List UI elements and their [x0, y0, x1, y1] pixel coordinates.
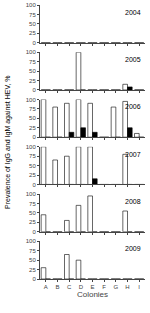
svg-text:75: 75	[29, 106, 36, 112]
svg-text:2006: 2006	[125, 103, 141, 110]
svg-text:0: 0	[32, 87, 36, 93]
svg-text:50: 50	[29, 210, 36, 216]
svg-text:0: 0	[32, 134, 36, 140]
svg-text:E: E	[90, 284, 94, 290]
svg-text:75: 75	[29, 153, 36, 159]
svg-text:2007: 2007	[125, 151, 141, 158]
svg-text:H: H	[125, 284, 129, 290]
svg-text:25: 25	[29, 78, 36, 84]
svg-text:100: 100	[26, 191, 37, 197]
svg-text:25: 25	[29, 267, 36, 273]
svg-text:0: 0	[32, 182, 36, 188]
svg-text:D: D	[79, 284, 84, 290]
svg-text:B: B	[55, 284, 59, 290]
svg-text:G: G	[113, 284, 118, 290]
svg-text:25: 25	[29, 172, 36, 178]
svg-text:2009: 2009	[125, 245, 141, 252]
svg-text:2005: 2005	[125, 56, 141, 63]
svg-text:I: I	[138, 284, 140, 290]
svg-text:50: 50	[29, 115, 36, 121]
svg-text:75: 75	[29, 12, 36, 18]
svg-text:50: 50	[29, 68, 36, 74]
svg-text:Colonies: Colonies	[77, 290, 108, 299]
svg-text:2004: 2004	[125, 9, 141, 16]
svg-text:0: 0	[32, 229, 36, 235]
svg-text:100: 100	[26, 238, 37, 244]
svg-text:25: 25	[29, 125, 36, 131]
svg-text:0: 0	[32, 276, 36, 282]
svg-text:100: 100	[26, 97, 37, 103]
svg-text:C: C	[67, 284, 72, 290]
svg-text:25: 25	[29, 30, 36, 36]
svg-text:A: A	[44, 284, 48, 290]
svg-text:F: F	[102, 284, 106, 290]
svg-text:75: 75	[29, 59, 36, 65]
svg-text:75: 75	[29, 248, 36, 254]
svg-text:75: 75	[29, 201, 36, 207]
svg-text:0: 0	[32, 40, 36, 46]
svg-text:25: 25	[29, 219, 36, 225]
svg-text:50: 50	[29, 163, 36, 169]
svg-text:100: 100	[26, 144, 37, 150]
svg-text:100: 100	[26, 2, 37, 8]
svg-text:2008: 2008	[125, 198, 141, 205]
svg-text:50: 50	[29, 21, 36, 27]
svg-text:100: 100	[26, 49, 37, 55]
svg-text:Prevalence of IgG and IgM agai: Prevalence of IgG and IgM against HEV, %	[4, 75, 12, 209]
svg-text:50: 50	[29, 257, 36, 263]
